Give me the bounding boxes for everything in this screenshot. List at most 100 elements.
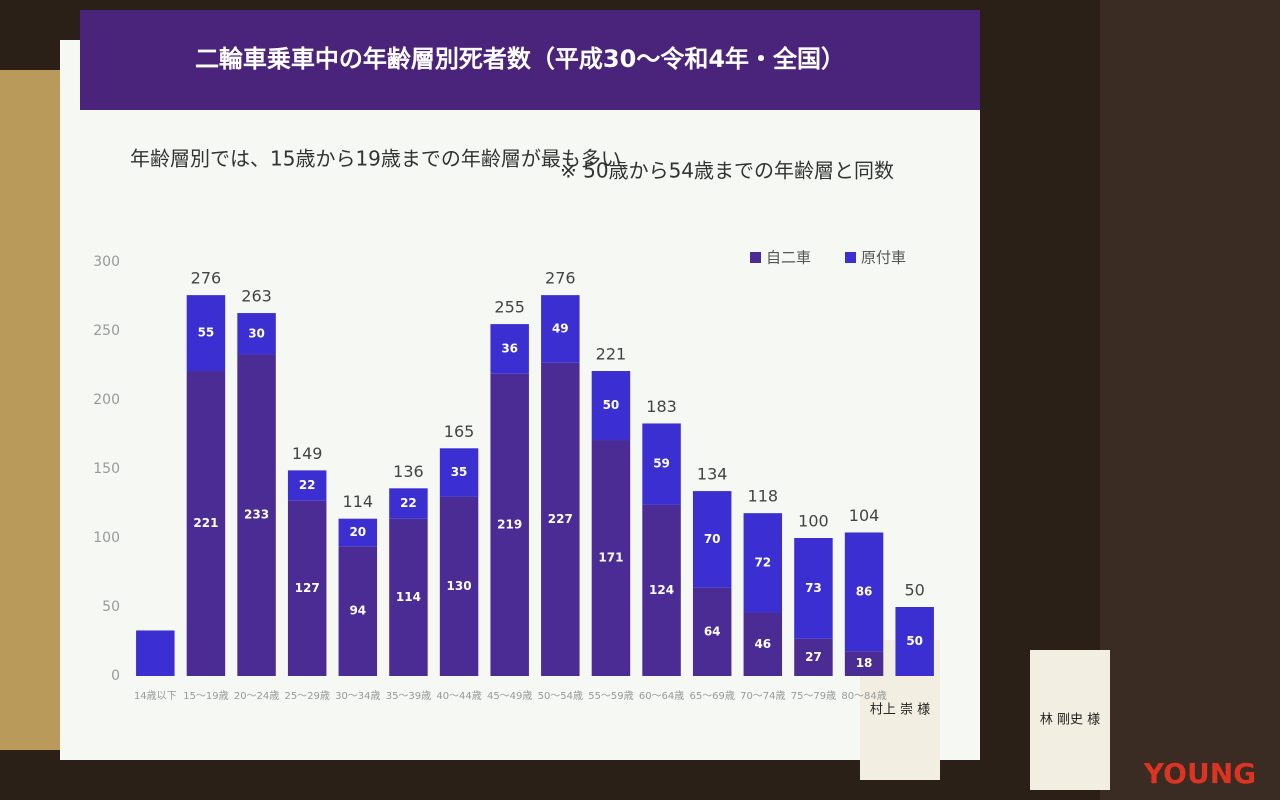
total-label: 134 <box>697 465 728 484</box>
bar-segment <box>237 313 276 355</box>
total-label: 104 <box>849 506 880 525</box>
x-tick-label: 25～29歳 <box>284 690 329 702</box>
legend-swatch <box>845 252 856 263</box>
total-label: 183 <box>646 397 677 416</box>
total-label: 149 <box>292 444 323 463</box>
bar-segment <box>136 630 175 676</box>
segment-label: 114 <box>396 590 421 604</box>
segment-label: 59 <box>653 457 670 471</box>
total-label: 263 <box>241 287 272 306</box>
bar-segment <box>794 538 833 639</box>
bar-segment <box>490 373 529 676</box>
bar-segment <box>439 448 479 497</box>
bar-segment <box>389 488 428 519</box>
segment-label: 18 <box>856 656 873 670</box>
wall-right <box>1100 0 1280 800</box>
x-tick-label: 55～59歳 <box>588 690 633 702</box>
bar-segment <box>237 354 276 676</box>
bar-segment <box>338 546 378 676</box>
y-tick-label: 50 <box>102 599 120 615</box>
bar-segment <box>591 371 631 441</box>
x-tick-label: 50～54歳 <box>538 690 583 702</box>
total-label: 221 <box>596 345 627 364</box>
name-card-text: 村上 崇 様 <box>870 703 930 718</box>
total-label: 118 <box>748 487 779 506</box>
segment-label: 30 <box>248 326 265 340</box>
segment-label: 27 <box>805 650 822 664</box>
bar-segment <box>287 470 327 501</box>
bar-segment <box>439 496 479 676</box>
bar-segment <box>338 518 378 547</box>
legend-label: 原付車 <box>861 249 906 267</box>
bar-segment <box>541 362 580 676</box>
segment-label: 227 <box>548 512 573 526</box>
y-tick-label: 150 <box>93 461 120 477</box>
legend-swatch <box>750 252 761 263</box>
note: ※ 50歳から54歳までの年齢層と同数 <box>560 159 894 183</box>
segment-label: 73 <box>805 581 822 595</box>
name-card <box>1030 650 1110 790</box>
bar-segment <box>743 612 783 676</box>
segment-label: 50 <box>603 398 620 412</box>
segment-label: 46 <box>754 637 771 651</box>
bar-segment <box>287 500 327 676</box>
segment-label: 36 <box>501 341 518 355</box>
x-tick-label: 75～79歳 <box>791 690 836 702</box>
y-tick-label: 0 <box>111 668 120 684</box>
total-label: 276 <box>545 269 576 288</box>
bar-segment <box>642 504 681 676</box>
bar-segment <box>844 651 884 676</box>
total-label: 136 <box>393 462 424 481</box>
segment-label: 124 <box>649 583 674 597</box>
segment-label: 94 <box>349 604 366 618</box>
bar-segment <box>186 371 226 676</box>
bar-segment <box>895 607 934 676</box>
y-tick-label: 100 <box>93 530 120 546</box>
x-tick-label: 30～34歳 <box>335 690 380 702</box>
x-tick-label: 60～64歳 <box>639 690 684 702</box>
subtitle: 年齢層別では、15歳から19歳までの年齢層が最も多い <box>130 147 621 171</box>
segment-label: 35 <box>451 465 468 479</box>
bar-segment <box>591 440 631 676</box>
segment-label: 221 <box>193 516 218 530</box>
total-label: 50 <box>905 581 925 600</box>
bar-segment <box>186 295 226 372</box>
y-tick-label: 200 <box>93 392 120 408</box>
x-tick-label: 40～44歳 <box>436 690 481 702</box>
x-tick-label: 65～69歳 <box>689 690 734 702</box>
bar-segment <box>389 518 428 676</box>
title-band <box>80 10 980 110</box>
y-tick-label: 250 <box>93 323 120 339</box>
bar-segment <box>692 491 732 588</box>
segment-label: 22 <box>299 478 316 492</box>
legend-label: 自二車 <box>766 249 811 267</box>
segment-label: 49 <box>552 321 569 335</box>
segment-label: 70 <box>704 532 721 546</box>
segment-label: 22 <box>400 496 417 510</box>
bar-segment <box>743 513 783 613</box>
x-tick-label: 14歳以下 <box>134 690 177 702</box>
segment-label: 72 <box>754 555 771 569</box>
y-tick-label: 300 <box>93 254 120 270</box>
segment-label: 233 <box>244 508 269 522</box>
total-label: 276 <box>191 269 222 288</box>
total-label: 100 <box>798 512 829 531</box>
total-label: 114 <box>343 492 374 511</box>
x-tick-label: 15～19歳 <box>183 690 228 702</box>
bar-segment <box>541 295 580 363</box>
bar-segment <box>794 638 833 676</box>
bar-segment <box>844 532 884 652</box>
total-label: 165 <box>444 422 475 441</box>
segment-label: 130 <box>447 579 472 593</box>
x-tick-label: 45～49歳 <box>487 690 532 702</box>
segment-label: 86 <box>856 584 873 598</box>
bar-segment <box>642 423 681 505</box>
x-tick-label: 20～24歳 <box>234 690 279 702</box>
total-label: 255 <box>494 298 525 317</box>
segment-label: 64 <box>704 624 721 638</box>
segment-label: 50 <box>906 634 923 648</box>
segment-label: 171 <box>598 551 623 565</box>
bar-segment <box>692 587 732 676</box>
segment-label: 219 <box>497 517 522 531</box>
